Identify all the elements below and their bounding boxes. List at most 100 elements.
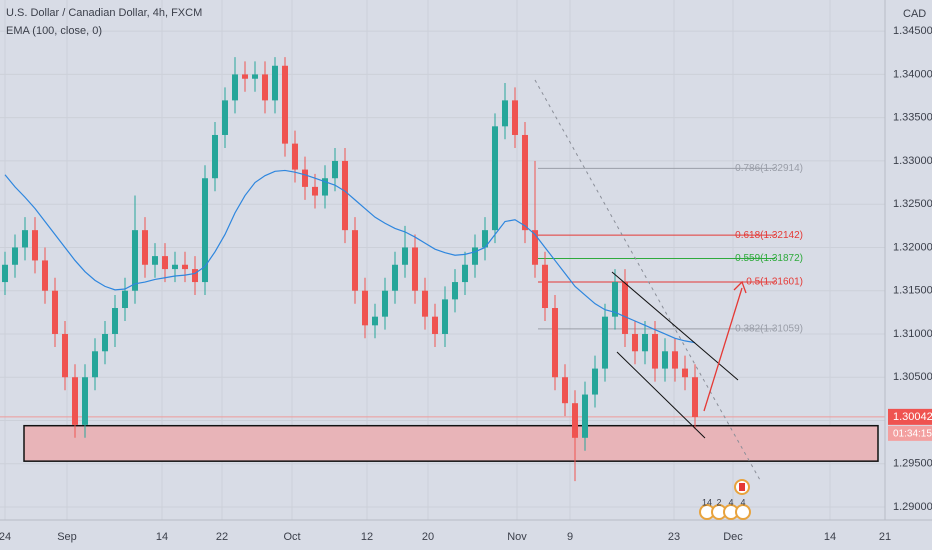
candle-body [322, 178, 328, 196]
candle-body [212, 134, 218, 179]
candle-body [202, 178, 208, 283]
candle-body [112, 308, 118, 334]
x-tick-label: Sep [57, 531, 77, 543]
candle-body [572, 403, 578, 438]
candle-body [332, 160, 338, 179]
x-tick-label: 24 [0, 531, 11, 543]
candle-body [412, 247, 418, 291]
candle-body [592, 368, 598, 395]
currency: CAD [903, 8, 926, 20]
channel-line [611, 271, 739, 381]
x-tick-label: 20 [422, 531, 434, 543]
candle-body [282, 65, 288, 144]
candle-body [272, 65, 278, 101]
price-tag-label: 1.30042 [893, 411, 932, 423]
countdown-tag [888, 425, 932, 441]
candle-body [102, 333, 108, 352]
candle-body [512, 100, 518, 135]
countdown-label: 01:34:15 [893, 429, 932, 440]
x-tick-label: 14 [824, 531, 836, 543]
candle-body [132, 230, 138, 291]
candle-body [602, 316, 608, 369]
candle-body [372, 316, 378, 326]
candle-body [542, 264, 548, 309]
candle-body [462, 264, 468, 283]
x-tick-label: 14 [156, 531, 168, 543]
symbol-title: U.S. Dollar / Canadian Dollar, 4h, FXCM [6, 7, 202, 19]
event-count: 14 [702, 497, 712, 507]
candle-body [492, 126, 498, 231]
candle-body [2, 264, 8, 283]
price-tag [888, 408, 932, 425]
candle-body [392, 264, 398, 291]
y-tick-label: 1.29500 [893, 458, 932, 470]
x-tick-label: Nov [507, 531, 527, 543]
x-tick-label: 9 [567, 531, 573, 543]
fib-label: 0.382(1.31059) [735, 324, 803, 335]
candle-body [472, 247, 478, 265]
candle-body [432, 316, 438, 334]
candle-body [482, 230, 488, 248]
candle-body [262, 74, 268, 101]
fib-label: 0.5(1.31601) [746, 277, 803, 288]
candle-body [382, 290, 388, 317]
candle-body [62, 333, 68, 378]
x-tick-label: 12 [361, 531, 373, 543]
x-tick-label: 22 [216, 531, 228, 543]
candle-body [162, 256, 168, 270]
candle-body [32, 230, 38, 261]
event-count: 2 [716, 497, 721, 507]
y-tick-label: 1.32000 [893, 241, 932, 253]
candle-body [662, 351, 668, 369]
event-count: 4 [728, 497, 733, 507]
candle-body [82, 377, 88, 425]
candle-body [172, 264, 178, 270]
candle-body [72, 377, 78, 425]
candle-body [192, 269, 198, 283]
candle-body [182, 264, 188, 270]
candle-body [622, 282, 628, 334]
candle-body [422, 290, 428, 317]
y-tick-label: 1.34500 [893, 25, 932, 37]
candle-body [152, 256, 158, 265]
y-tick-label: 1.33500 [893, 112, 932, 124]
x-tick-label: 21 [879, 531, 891, 543]
candle-body [292, 143, 298, 170]
candle-body [672, 351, 678, 369]
ema-line [4, 169, 696, 344]
y-tick-label: 1.32500 [893, 198, 932, 210]
fib-label: 0.559(1.31872) [735, 253, 803, 264]
event-icon[interactable] [735, 504, 751, 520]
y-tick-label: 1.31500 [893, 285, 932, 297]
channel-line [616, 351, 706, 439]
candle-body [642, 333, 648, 352]
candle-body [252, 74, 258, 79]
candle-body [632, 333, 638, 352]
forecast-arrow [703, 287, 743, 412]
candle-body [122, 290, 128, 309]
candle-body [312, 186, 318, 196]
indicator-label: EMA (100, close, 0) [6, 25, 102, 37]
candle-body [562, 377, 568, 404]
flag-icon-mark [739, 483, 745, 491]
y-tick-label: 1.33000 [893, 155, 932, 167]
x-tick-label: 23 [668, 531, 680, 543]
candle-body [532, 230, 538, 265]
support-zone [23, 424, 879, 462]
candle-body [652, 333, 658, 369]
event-count: 4 [740, 497, 745, 507]
candle-body [452, 282, 458, 300]
candle-body [92, 351, 98, 378]
candle-body [42, 260, 48, 291]
candle-body [692, 377, 698, 418]
candle-body [232, 74, 238, 101]
candle-body [12, 247, 18, 265]
candle-body [342, 160, 348, 231]
candle-body [142, 230, 148, 265]
candle-body [352, 230, 358, 291]
candle-body [362, 290, 368, 326]
candle-body [612, 282, 618, 317]
y-tick-label: 1.34000 [893, 68, 932, 80]
candle-body [402, 247, 408, 265]
